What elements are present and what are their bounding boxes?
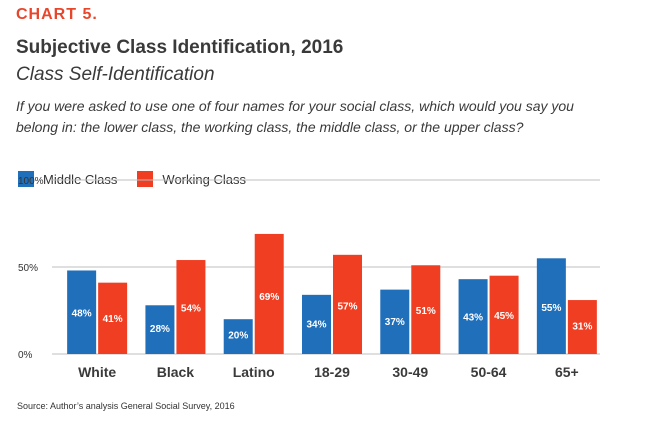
- data-label-middle-class-1: 28%: [150, 324, 170, 335]
- bar-working-class-6: [567, 300, 597, 354]
- data-label-working-class-4: 51%: [416, 306, 436, 317]
- survey-question: If you were asked to use one of four nam…: [16, 98, 574, 135]
- source-note: Source: Author’s analysis General Social…: [17, 401, 235, 411]
- bar-middle-class-4: [380, 289, 410, 354]
- legend-label-middle-class: Middle Class: [43, 171, 118, 187]
- data-label-middle-class-6: 55%: [541, 303, 561, 314]
- bar-working-class-2: [254, 233, 284, 354]
- data-label-middle-class-5: 43%: [463, 312, 483, 323]
- x-category-label-3: 18-29: [314, 364, 350, 380]
- bar-middle-class-3: [302, 294, 331, 354]
- bar-working-class-5: [489, 275, 519, 354]
- legend-item-working-class: Working Class: [137, 171, 246, 187]
- data-label-working-class-6: 31%: [572, 322, 592, 333]
- x-category-label-5: 50-64: [471, 364, 507, 380]
- data-label-middle-class-3: 34%: [306, 319, 326, 330]
- x-category-label-4: 30-49: [392, 364, 428, 380]
- legend-swatch-working-class: [137, 171, 154, 187]
- data-label-working-class-0: 41%: [103, 314, 123, 325]
- x-category-label-6: 65+: [555, 364, 579, 380]
- chart-title: Subjective Class Identification, 2016: [16, 37, 344, 58]
- data-label-working-class-2: 69%: [259, 292, 279, 303]
- bar-middle-class-6: [536, 258, 566, 354]
- bar-middle-class-1: [145, 305, 175, 354]
- bar-working-class-1: [176, 260, 206, 354]
- bar-working-class-4: [411, 265, 441, 354]
- y-tick-label-0: 0%: [18, 350, 33, 361]
- legend-item-middle-class: Middle Class: [18, 171, 117, 187]
- bar-middle-class-5: [458, 279, 488, 354]
- bar-middle-class-0: [67, 270, 97, 354]
- chart-subtitle: Class Self-Identification: [16, 64, 215, 85]
- data-label-working-class-5: 45%: [494, 311, 514, 322]
- chart-number-label: CHART 5.: [16, 6, 98, 23]
- data-label-middle-class-2: 20%: [228, 330, 248, 341]
- x-category-label-2: Latino: [233, 364, 275, 380]
- data-label-middle-class-4: 37%: [385, 317, 405, 328]
- y-tick-label-2: 100%: [18, 176, 44, 187]
- bar-working-class-3: [333, 254, 362, 354]
- x-category-label-1: Black: [157, 364, 195, 380]
- legend-swatch-middle-class: [18, 171, 34, 187]
- x-category-label-0: White: [78, 364, 116, 380]
- data-label-middle-class-0: 48%: [72, 308, 92, 319]
- bar-middle-class-2: [223, 319, 253, 354]
- legend: Middle Class Working Class: [18, 171, 266, 187]
- bar-working-class-0: [98, 282, 128, 354]
- legend-label-working-class: Working Class: [162, 171, 246, 187]
- data-label-working-class-1: 54%: [181, 304, 201, 315]
- y-tick-label-1: 50%: [18, 263, 38, 274]
- data-label-working-class-3: 57%: [337, 301, 357, 312]
